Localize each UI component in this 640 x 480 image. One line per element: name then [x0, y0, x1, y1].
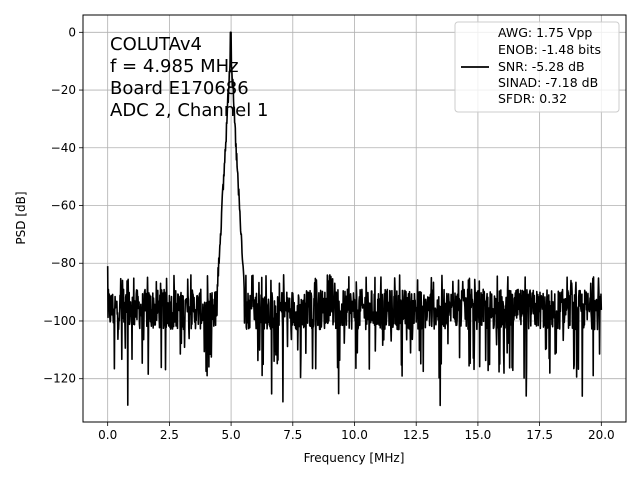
- y-tick-label: −40: [51, 141, 76, 155]
- x-tick-label: 12.5: [403, 428, 430, 442]
- y-tick-label: −100: [43, 314, 76, 328]
- plot-frame: [82, 14, 627, 423]
- data-series: [106, 31, 603, 407]
- y-axis-label: PSD [dB]: [14, 191, 28, 244]
- annotation-line: f = 4.985 MHz: [110, 56, 239, 77]
- x-tick-label: 5.0: [222, 428, 241, 442]
- annotation-line: COLUTAv4: [110, 34, 202, 55]
- legend-entry: AWG: 1.75 Vpp: [498, 25, 592, 40]
- legend-entry: SNR: -5.28 dB: [498, 59, 585, 74]
- x-tick-label: 10.0: [341, 428, 368, 442]
- annotation-line: Board E170686: [110, 78, 249, 99]
- legend-entry: ENOB: -1.48 bits: [498, 42, 601, 57]
- psd-series-line: [106, 31, 603, 407]
- x-tick-label: 15.0: [465, 428, 492, 442]
- legend-box: [454, 21, 620, 113]
- y-tick-label: −80: [51, 256, 76, 270]
- x-tick-label: 20.0: [588, 428, 615, 442]
- legend: AWG: 1.75 Vpp ENOB: -1.48 bits SNR: -5.2…: [454, 21, 620, 113]
- y-tick-label: −120: [43, 372, 76, 386]
- x-axis-label: Frequency [MHz]: [304, 451, 405, 465]
- y-tick-label: 0: [68, 25, 76, 39]
- x-tick-label: 17.5: [526, 428, 553, 442]
- y-tick-label: −20: [51, 83, 76, 97]
- x-tick-label: 0.0: [98, 428, 117, 442]
- ticks: 0.0 2.5 5.0 7.5 10.0 12.5 15.0 17.5 20.0 0 −20 −40 −…: [43, 25, 615, 442]
- legend-entry: SFDR: 0.32: [498, 91, 567, 106]
- y-tick-label: −60: [51, 199, 76, 213]
- annotation-line: ADC 2, Channel 1: [110, 100, 268, 121]
- x-tick-label: 7.5: [283, 428, 302, 442]
- legend-entry: SINAD: -7.18 dB: [498, 75, 598, 90]
- annotation-box: COLUTAv4 f = 4.985 MHz Board E170686 ADC…: [110, 34, 268, 121]
- x-tick-label: 2.5: [160, 428, 179, 442]
